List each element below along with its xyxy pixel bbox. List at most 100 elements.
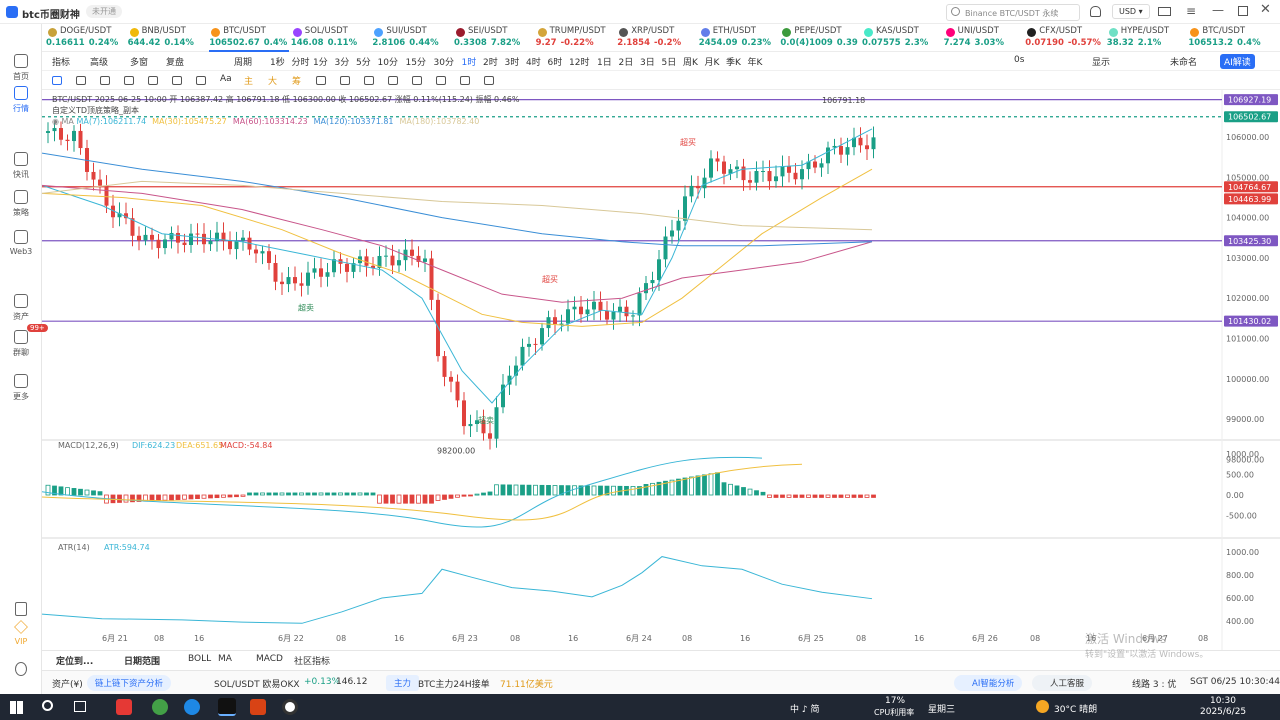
minimize-button[interactable]: — [1212, 3, 1224, 17]
lock-tool-icon[interactable] [388, 76, 398, 85]
sidebar-item-chat[interactable]: 群聊 99+ [0, 324, 48, 358]
ticker-btc-usdt[interactable]: BTC/USDT 106502.67 0.4% [209, 26, 290, 52]
date-range-select[interactable]: 日期范围 [124, 657, 161, 667]
edge-app-icon[interactable] [184, 699, 200, 715]
ma-tab[interactable]: MA [218, 654, 232, 664]
ticker-btc-usdt[interactable]: BTC/USDT 106513.2 0.4% [1188, 26, 1268, 52]
pen-tool-icon[interactable] [316, 76, 326, 85]
ticker-uni-usdt[interactable]: UNI/USDT 7.274 3.03% [944, 26, 1024, 52]
period-tab[interactable]: 3分 [334, 58, 350, 68]
sidebar-item-more[interactable]: 更多 [0, 374, 42, 402]
main-force-tool[interactable]: 主 [244, 77, 254, 87]
phone-icon[interactable] [15, 602, 27, 616]
weather-label[interactable]: 30°C 晴朗 [1054, 705, 1098, 715]
ray-tool-icon[interactable] [100, 76, 110, 85]
ticker-bnb-usdt[interactable]: BNB/USDT 644.42 0.14% [128, 26, 208, 52]
clock-date[interactable]: 2025/6/25 [1200, 707, 1247, 717]
period-tab[interactable]: 周K [683, 58, 698, 68]
period-button[interactable]: 周期 [234, 58, 253, 68]
sidebar-item-assets[interactable]: 资产 [0, 294, 42, 322]
locate-button[interactable]: 定位到... [56, 657, 94, 667]
period-tab[interactable]: 10分 [377, 58, 398, 68]
ticker-eth-usdt[interactable]: ETH/USDT 2454.09 0.23% [699, 26, 779, 52]
close-button[interactable]: ✕ [1260, 2, 1271, 17]
ticker-pepe-usdt[interactable]: PEPE/USDT 0.0(4)1009 0.39 [780, 26, 860, 52]
sidebar-item-strategy[interactable]: 策略 [0, 190, 42, 218]
measure-tool-icon[interactable] [340, 76, 350, 85]
customer-service-button[interactable]: 人工客服 [1032, 675, 1093, 691]
line-status[interactable]: 线路 3 : 优 [1132, 680, 1177, 690]
ticker-kas-usdt[interactable]: KAS/USDT 0.07575 2.3% [862, 26, 942, 52]
task-view-icon[interactable] [74, 701, 86, 712]
display-toggle[interactable]: 显示 [1092, 58, 1111, 68]
wps-app-icon[interactable] [116, 699, 132, 715]
multi-window-button[interactable]: 多窗 [130, 58, 149, 68]
player-app-icon[interactable] [282, 699, 298, 715]
ticker-sei-usdt[interactable]: SEI/USDT 0.3308 7.82% [454, 26, 534, 52]
period-tab[interactable]: 季K [726, 58, 741, 68]
period-tab[interactable]: 1日 [597, 58, 612, 68]
menu-icon[interactable]: ≡ [1186, 4, 1197, 18]
period-tab[interactable]: 3时 [504, 58, 520, 68]
sidebar-item-home[interactable]: 首页 [0, 54, 42, 82]
ticker-doge-usdt[interactable]: DOGE/USDT 0.16611 0.24% [46, 26, 126, 52]
replay-button[interactable]: 复盘 [166, 58, 185, 68]
windows-start-icon[interactable] [10, 701, 23, 714]
trading-app-icon[interactable] [218, 698, 236, 716]
channel-tool-icon[interactable] [124, 76, 134, 85]
period-tab[interactable]: 2日 [618, 58, 634, 68]
advanced-button[interactable]: 高级 [90, 58, 109, 68]
macd-tab[interactable]: MACD [256, 654, 283, 664]
horizontal-tool-icon[interactable] [148, 76, 158, 85]
boll-tab[interactable]: BOLL [188, 654, 212, 664]
ticker-xrp-usdt[interactable]: XRP/USDT 2.1854 -0.2% [617, 26, 697, 52]
ticker-sui-usdt[interactable]: SUI/USDT 2.8106 0.44% [372, 26, 452, 52]
ai-interpret-button[interactable]: AI解读 [1220, 54, 1255, 69]
period-tab[interactable]: 5分 [356, 58, 371, 68]
brush-tool-icon[interactable] [196, 76, 206, 85]
clock-time[interactable]: 10:30 [1210, 696, 1236, 706]
fib-tool-icon[interactable] [172, 76, 182, 85]
ime-indicator[interactable]: 中 ♪ 简 [790, 705, 820, 715]
currency-select[interactable]: USD ▾ [1112, 4, 1150, 19]
period-tab[interactable]: 1分 [313, 58, 328, 68]
period-tab[interactable]: 年K [747, 58, 763, 68]
bell-icon[interactable] [1090, 6, 1101, 17]
period-tab[interactable]: 月K [704, 58, 720, 68]
community-indicator-tab[interactable]: 社区指标 [294, 657, 331, 667]
sidebar-item-vip[interactable]: VIP [0, 620, 42, 646]
chips-tool[interactable]: 筹 [292, 77, 302, 87]
period-tab[interactable]: 5日 [661, 58, 677, 68]
crosshair-tool-icon[interactable] [52, 76, 62, 85]
indicators-button[interactable]: 指标 [52, 58, 71, 68]
taskbar-search-icon[interactable] [42, 700, 53, 711]
ticker-hype-usdt[interactable]: HYPE/USDT 38.32 2.1% [1107, 26, 1187, 52]
delete-tool-icon[interactable] [484, 76, 494, 85]
line-tool-icon[interactable] [76, 76, 86, 85]
magnet-tool-icon[interactable] [436, 76, 446, 85]
sidebar-item-news[interactable]: 快讯 [0, 152, 42, 180]
period-tab[interactable]: 4时 [526, 58, 541, 68]
period-tab[interactable]: 分时 [291, 58, 310, 68]
period-tab[interactable]: 1时 [461, 58, 477, 68]
period-tab[interactable]: 1秒 [270, 58, 285, 68]
search-input[interactable]: Binance BTC/USDT 永续 [965, 9, 1059, 18]
period-tab[interactable]: 3日 [640, 58, 655, 68]
layout-name[interactable]: 未命名 [1170, 58, 1198, 68]
text-tool[interactable]: Aa [220, 74, 232, 84]
big-order-tool[interactable]: 大 [268, 77, 278, 87]
period-tab[interactable]: 15分 [405, 58, 426, 68]
asset-label[interactable]: 资产(¥) [52, 680, 83, 690]
period-tab[interactable]: 30分 [433, 58, 454, 68]
wechat-app-icon[interactable] [152, 699, 168, 715]
ticker-trump-usdt[interactable]: TRUMP/USDT 9.27 -0.22% [536, 26, 616, 52]
ticker-sol-usdt[interactable]: SOL/USDT 146.08 0.11% [291, 26, 371, 52]
maximize-button[interactable] [1238, 6, 1248, 16]
account-badge[interactable]: 未开通 [86, 5, 122, 18]
period-tab[interactable]: 12时 [569, 58, 590, 68]
settings-icon[interactable] [15, 662, 27, 676]
chart-area[interactable]: 106000.00 105000.00 104000.00 103000.00 1020… [42, 90, 1280, 650]
share-tool-icon[interactable] [460, 76, 470, 85]
sidebar-item-market[interactable]: 行情 [0, 86, 42, 114]
ai-analysis-button[interactable]: AI智能分析 [954, 675, 1023, 691]
